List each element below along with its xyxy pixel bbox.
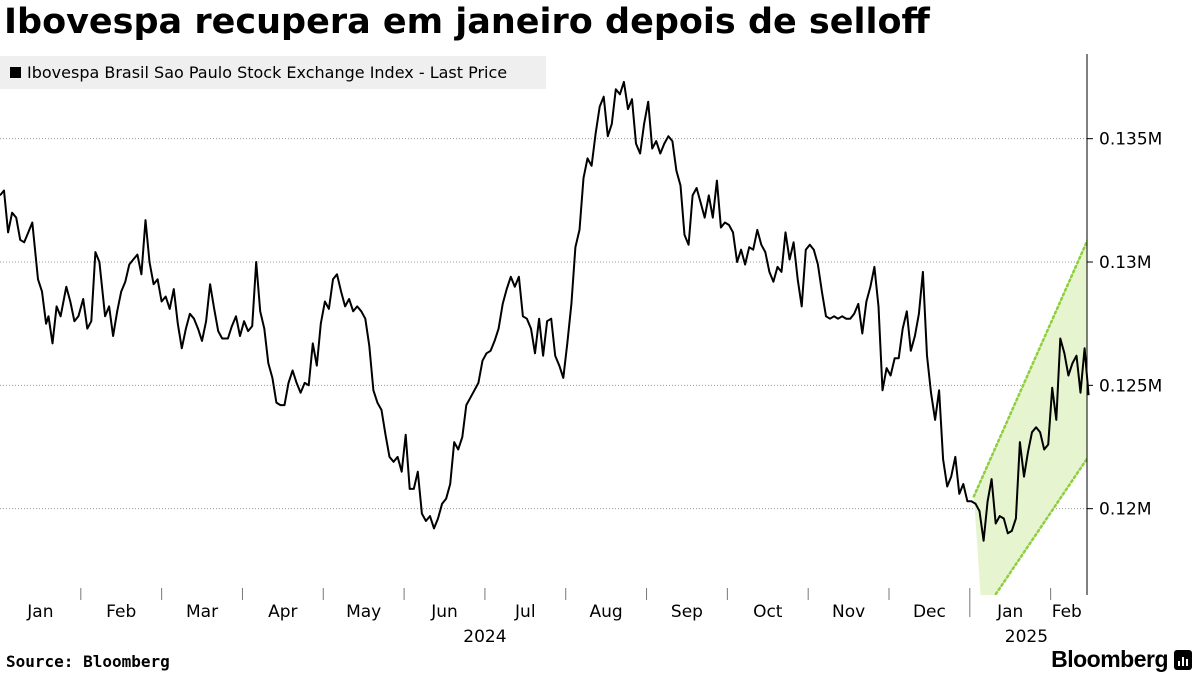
x-tick-label: Sep <box>671 602 703 622</box>
brand-text: Bloomberg <box>1051 646 1168 672</box>
y-tick-label: 0.125M <box>1099 376 1162 396</box>
x-tick-label: Oct <box>753 602 783 622</box>
x-tick-label: Feb <box>1052 602 1082 622</box>
x-year-label: 2024 <box>463 627 506 647</box>
channel-upper-line <box>972 238 1087 498</box>
channel-lower-line <box>993 456 1087 595</box>
x-year-label: 2025 <box>1005 627 1048 647</box>
bloomberg-logo: Bloomberg <box>1051 646 1192 673</box>
line-layer <box>0 80 1090 542</box>
channel-fill <box>973 241 1087 595</box>
y-tick-label: 0.13M <box>1099 253 1152 273</box>
terminal-icon <box>1174 649 1192 670</box>
x-tick-label: Jan <box>26 602 53 622</box>
channel-layer <box>972 238 1087 595</box>
legend-label: Ibovespa Brasil Sao Paulo Stock Exchange… <box>27 63 508 82</box>
x-tick-label: Jul <box>514 602 536 622</box>
x-tick-label: Feb <box>106 602 136 622</box>
source-note: Source: Bloomberg <box>6 652 170 671</box>
axis-layer: 0.12M 0.125M 0.13M 0.135M Índice Jan Feb Mar Apr… <box>26 54 1200 647</box>
x-tick-label: Nov <box>832 602 865 622</box>
y-tick-label: 0.135M <box>1099 130 1162 150</box>
series-line <box>0 80 1090 542</box>
x-tick-label: Apr <box>268 602 297 622</box>
x-tick-label: May <box>346 602 381 622</box>
x-tick-label: Dec <box>913 602 946 622</box>
y-tick-label: 0.12M <box>1099 500 1152 520</box>
x-tick-label: Mar <box>186 602 218 622</box>
chart-title: Ibovespa recupera em janeiro depois de s… <box>4 2 930 42</box>
legend-swatch <box>10 67 21 78</box>
y-axis-title: Índice <box>1198 257 1200 317</box>
x-tick-label: Aug <box>590 602 623 622</box>
x-tick-label: Jun <box>430 602 458 622</box>
x-tick-label: Jan <box>996 602 1023 622</box>
grid-layer <box>0 138 1087 510</box>
legend: Ibovespa Brasil Sao Paulo Stock Exchange… <box>0 56 546 89</box>
